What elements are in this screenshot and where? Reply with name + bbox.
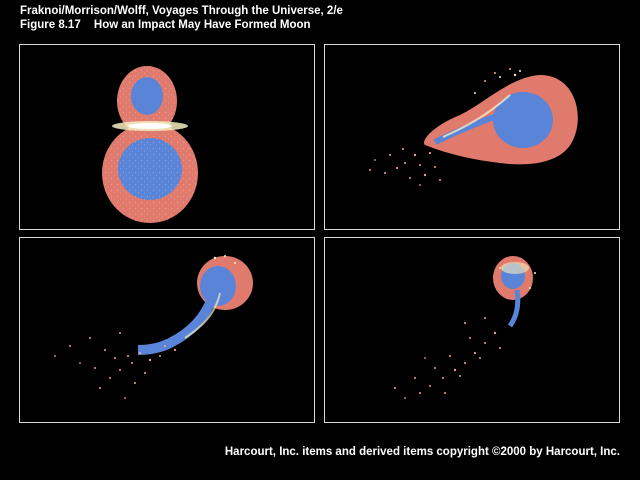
core-tail [507,289,521,328]
figure-caption: Figure 8.17 How an Impact May Have Forme… [20,18,343,32]
hot-debris [213,255,236,264]
earth-body [102,123,198,223]
impact-panel-4 [324,237,620,423]
hot-debris [499,267,536,289]
impact-flash [112,121,188,131]
impact-stage-4-illustration [394,256,536,399]
impact-stage-1-illustration [102,66,198,223]
impact-panel-2 [324,44,620,230]
impact-panel-1 [19,44,315,230]
debris-cloud [394,317,501,399]
hot-debris [474,70,521,94]
figure-title: How an Impact May Have Formed Moon [93,19,311,31]
figure-header: Fraknoi/Morrison/Wolff, Voyages Through … [20,4,343,32]
core-tail [137,296,217,355]
book-citation: Fraknoi/Morrison/Wolff, Voyages Through … [20,5,343,17]
impact-stage-3-illustration [54,255,253,399]
impact-stage-2-illustration [369,68,578,186]
impact-panel-3 [19,237,315,423]
figure-number: Figure 8.17 [20,19,81,31]
debris-cloud [54,332,177,399]
copyright-notice: Harcourt, Inc. items and derived items c… [224,446,620,458]
debris-cloud [369,68,511,186]
merged-core [493,92,553,148]
impactor-body [117,66,177,136]
